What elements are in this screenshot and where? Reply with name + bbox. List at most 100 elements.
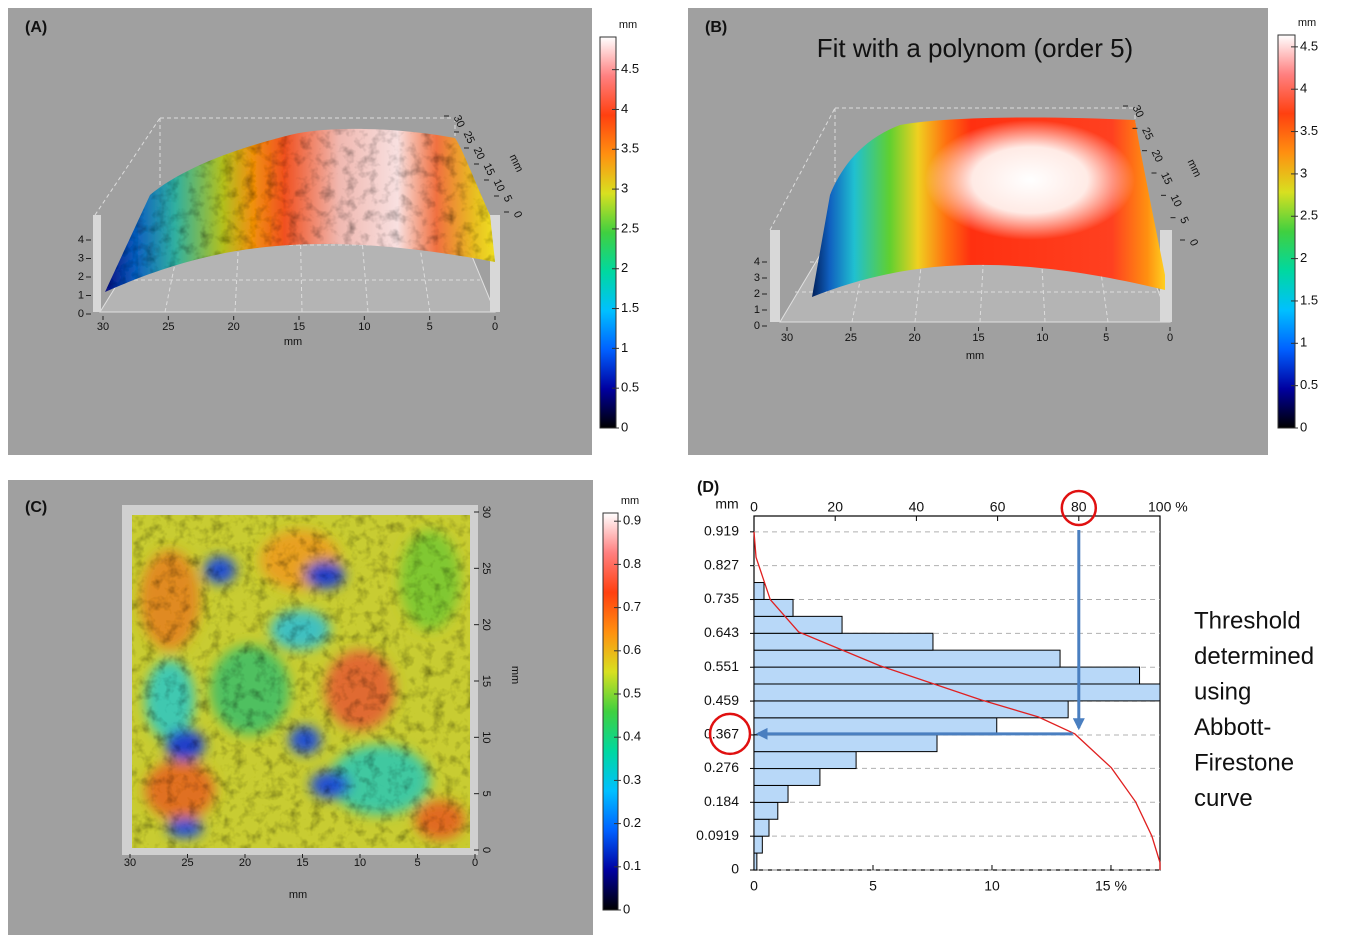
x-tick-label: 5 [414,857,420,869]
z-tick-label: 0 [754,320,760,332]
x-tick-label: 0 [1167,332,1173,344]
histogram-bar [753,768,821,786]
x-tick-label: 15 [296,857,308,869]
y-tick-label: 30 [480,506,492,518]
colorbar-unit: mm [1298,17,1316,29]
x2-tick-label: 80 [1071,499,1087,515]
colorbar-tick-label: 3.5 [1300,123,1318,138]
colorbar-tick-label: 1.5 [621,300,639,315]
y-tick-label: 0.0919 [696,827,739,843]
z-tick-label: 2 [754,288,760,300]
x-tick-label: 30 [124,857,136,869]
annotation-line: curve [1194,785,1253,812]
panel-b-side-wall [1160,230,1172,322]
panel-b-surface-peak [925,120,1135,240]
histogram-bar [753,615,843,634]
histogram-bar [753,717,998,736]
colorbar-tick-label: 1.5 [1300,292,1318,307]
y-tick-label: 10 [491,177,507,193]
histogram-bar [753,700,1069,719]
y-tick-label: 0.184 [704,793,739,809]
colorbar-tick-label: 4 [621,101,628,116]
colorbar [602,512,619,911]
colorbar-tick-label: 0.1 [623,858,641,873]
annotation-line: using [1194,678,1251,705]
y-tick-label: 0 [1187,237,1200,248]
x-tick-label: 15 [972,332,984,344]
abbott-firestone-curve [753,531,1161,870]
x-axis-label: mm [289,889,307,901]
colorbar-tick-label: 4.5 [1300,38,1318,53]
panel-title: Fit with a polynom (order 5) [817,33,1133,63]
x-axis-label: mm [966,350,984,362]
panel-label: (D) [697,479,719,496]
colorbar-tick-label: 3 [1300,165,1307,180]
colorbar-tick-label: 0.5 [1300,377,1318,392]
annotation-line: Firestone [1194,749,1294,776]
colorbar-tick-label: 1 [1300,335,1307,350]
panel-a-side-wall [93,215,101,312]
x-tick-label: 10 [1036,332,1048,344]
colorbar-unit: mm [619,19,637,31]
x-tick-label: 20 [239,857,251,869]
annotation-line: determined [1194,643,1314,670]
y-tick-label: 25 [480,562,492,574]
y-tick-label: 0.551 [704,658,739,674]
colorbar-tick-label: 0.9 [623,513,641,528]
y-tick-label: 10 [1168,193,1184,209]
colorbar-tick-label: 0.8 [623,556,641,571]
x2-tick-label: 60 [990,499,1006,515]
histogram-bar [753,598,794,617]
colorbar-tick-label: 1 [621,340,628,355]
y-tick-label: 30 [1130,103,1146,119]
x-tick-label: 25 [181,857,193,869]
colorbar-tick-label: 0.7 [623,599,641,614]
histogram-bar [753,649,1061,668]
y-tick-label: 0.459 [704,692,739,708]
histogram-bar [753,666,1141,685]
panel-label: (A) [25,19,47,36]
annotation-line: Threshold [1194,607,1301,634]
colorbar-tick-label: 0.6 [623,642,641,657]
y-tick-label: 15 [481,161,497,177]
panel-a-surface [105,128,495,292]
z-tick-label: 4 [754,256,760,268]
colorbar-tick-label: 2.5 [1300,208,1318,223]
histogram-bar [753,734,938,753]
y-tick-label: 0 [511,209,524,220]
colorbar-tick-label: 0 [623,901,630,916]
x-tick-label: 15 [293,321,305,333]
y-tick-label: 5 [1177,215,1190,226]
colorbar-unit: mm [621,495,639,507]
panel-a-side-wall [490,215,500,312]
colorbar-tick-label: 3 [621,181,628,196]
z-tick-label: 3 [78,252,84,264]
y-tick-label: 0.643 [704,624,739,640]
x2-tick-label: 0 [750,499,758,515]
histogram-bar [753,801,779,820]
histogram-bar [753,835,763,854]
colorbar-tick-label: 0.3 [623,772,641,787]
x-tick-label: 30 [781,332,793,344]
z-tick-label: 1 [78,289,84,301]
x-tick-label: 5 [869,878,877,894]
panel-label: (C) [25,499,47,516]
x-tick-label: 25 [162,321,174,333]
x-tick-label: 5 [1103,332,1109,344]
panel-c-map [132,515,470,848]
histogram-bar [753,582,765,600]
colorbar-tick-label: 0.5 [621,380,639,395]
histogram-bar [753,784,789,803]
x-tick-label: 10 [354,857,366,869]
x2-tick-label: 100 % [1148,499,1188,515]
colorbar-tick-label: 0.5 [623,685,641,700]
y-tick-label: 20 [480,619,492,631]
histogram-bar [753,632,934,651]
x-tick-label: 15 % [1095,878,1127,894]
y-tick-label: 0.919 [704,523,739,539]
y-tick-label: 0.367 [704,726,739,742]
colorbar-tick-label: 2 [621,260,628,275]
z-tick-label: 0 [78,308,84,320]
y-tick-label: 25 [461,129,477,145]
